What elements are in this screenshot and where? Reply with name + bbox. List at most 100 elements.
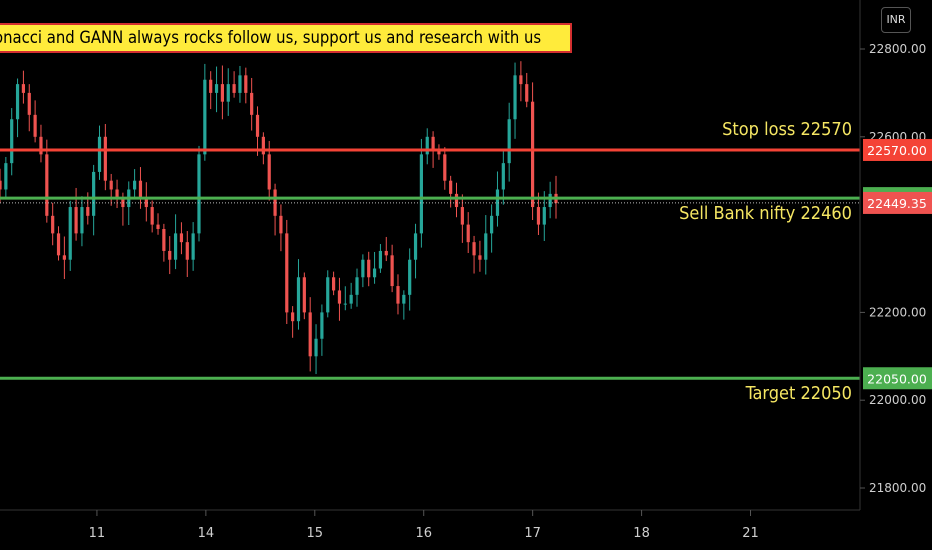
candle-body: [197, 154, 201, 234]
candle-body: [39, 136, 43, 155]
y-tick-label: 21800.00: [869, 481, 926, 495]
candle-body: [291, 312, 295, 322]
x-tick-label: 21: [742, 526, 759, 541]
candle-body: [384, 250, 388, 256]
candle-body: [419, 154, 423, 234]
candle-body: [490, 215, 494, 234]
candle-body: [185, 242, 189, 260]
candle-body: [51, 215, 55, 234]
candle-body: [74, 207, 78, 234]
candle-body: [355, 277, 359, 295]
candle-body: [302, 277, 306, 313]
candle-body: [530, 101, 535, 208]
candle-body: [168, 250, 172, 260]
candle-body: [92, 171, 96, 216]
price-label-text-stop: 22570.00: [867, 143, 927, 158]
candle-body: [156, 224, 160, 229]
candle-body: [408, 259, 412, 295]
candle-body: [431, 136, 435, 150]
candle-body: [68, 207, 72, 260]
candles-layer: [0, 61, 558, 375]
candle-body: [285, 233, 289, 313]
candle-body: [343, 303, 347, 305]
candle-body: [536, 207, 541, 225]
candle-body: [332, 277, 336, 291]
price-label-text-target: 22050.00: [867, 371, 927, 386]
candle-body: [513, 75, 517, 120]
candle-body: [466, 224, 470, 243]
candle-body: [519, 75, 523, 85]
candle-body: [326, 277, 330, 313]
price-label-text-last: 22449.35: [867, 196, 927, 211]
candle-body: [191, 233, 195, 260]
price-label-last: [863, 191, 932, 214]
candle-body: [478, 255, 482, 260]
candle-body: [138, 180, 143, 199]
candle-body: [472, 242, 476, 256]
candle-body: [56, 233, 61, 256]
annotation-stop: Stop loss 22570: [722, 118, 852, 140]
candle-body: [320, 312, 324, 339]
candle-body: [214, 84, 219, 93]
candle-body: [337, 290, 342, 304]
candle-body: [232, 84, 236, 93]
candle-body: [103, 136, 107, 181]
candle-body: [460, 207, 464, 225]
candle-body: [273, 189, 277, 216]
candle-body: [27, 92, 31, 115]
candle-body: [121, 198, 125, 208]
level-lines-layer: [0, 148, 860, 380]
y-tick-label: 22800.00: [869, 42, 926, 56]
candle-body: [209, 79, 213, 93]
candle-body: [378, 250, 383, 269]
x-tick-label: 16: [415, 526, 432, 541]
candle-body: [150, 207, 154, 225]
candle-body: [314, 338, 318, 357]
candle-body: [267, 154, 271, 190]
candle-body: [10, 119, 14, 164]
candle-body: [279, 215, 283, 234]
annotation-target: Target 22050: [745, 383, 852, 405]
candle-body: [525, 84, 529, 102]
candle-body: [449, 180, 453, 194]
candle-body: [80, 207, 84, 234]
price-label-target: [863, 367, 932, 390]
x-tick-label: 18: [633, 526, 650, 541]
promo-banner-text: onacci and GANN always rocks follow us, …: [0, 28, 542, 47]
x-tick-label: 15: [307, 526, 324, 541]
candle-body: [437, 149, 441, 155]
candle-body: [361, 259, 365, 278]
candle-body: [367, 259, 371, 278]
candle-body: [372, 268, 377, 278]
candle-body: [443, 154, 447, 181]
candle-body: [21, 84, 26, 93]
candle-body: [413, 233, 418, 260]
candle-body: [220, 84, 224, 102]
candle-body: [162, 228, 166, 251]
candle-body: [4, 163, 8, 190]
candle-body: [15, 84, 20, 120]
candle-body: [203, 79, 207, 155]
y-tick-label: 22200.00: [869, 305, 926, 319]
candle-body: [244, 75, 248, 93]
candle-body: [109, 180, 113, 190]
candle-body: [542, 207, 546, 225]
candle-body: [144, 198, 148, 208]
x-tick-label: 11: [89, 526, 106, 541]
candle-body: [548, 193, 552, 208]
candle-body: [97, 136, 102, 172]
candle-body: [173, 233, 178, 260]
currency-badge[interactable]: INR: [881, 7, 911, 33]
candle-body: [226, 84, 230, 102]
y-tick-label: 22000.00: [869, 393, 926, 407]
candle-body: [454, 193, 459, 208]
candle-body: [501, 163, 505, 190]
x-tick-label: 14: [198, 526, 215, 541]
time-axis[interactable]: 11 14 15 16 17 18 21: [89, 510, 759, 541]
candle-body: [62, 255, 66, 260]
candle-body: [179, 233, 184, 243]
x-tick-label: 17: [524, 526, 541, 541]
